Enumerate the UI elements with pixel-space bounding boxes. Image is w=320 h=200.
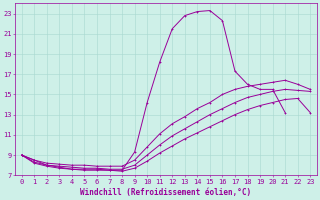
X-axis label: Windchill (Refroidissement éolien,°C): Windchill (Refroidissement éolien,°C) <box>80 188 252 197</box>
